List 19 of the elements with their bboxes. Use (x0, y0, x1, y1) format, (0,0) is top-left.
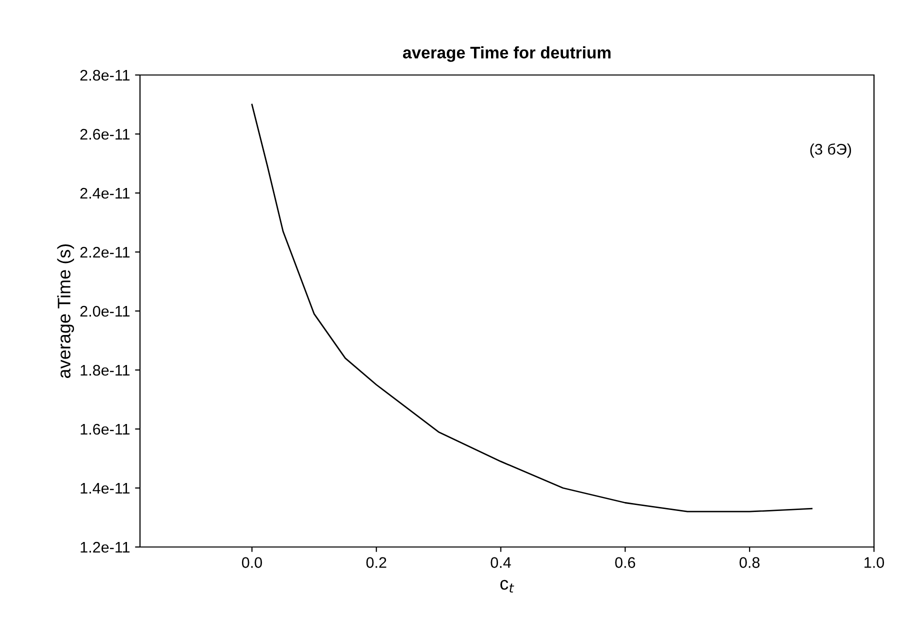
y-axis-title: average Time (s) (57, 244, 74, 378)
y-tick-label: 1.4e-11 (80, 483, 130, 494)
y-tick-label: 1.2e-11 (80, 542, 130, 553)
y-tick-label: 2.6e-11 (80, 128, 130, 140)
annotation: (3 бЭ) (810, 143, 852, 158)
y-tick-label: 1.6e-11 (80, 424, 130, 435)
x-tick-label: 0.2 (366, 557, 386, 568)
chart-title: average Time for deutrium (402, 46, 610, 62)
x-tick-label: 0.6 (615, 557, 636, 568)
x-tick-label: 1.0 (864, 557, 884, 568)
x-tick-label: 0.4 (490, 557, 511, 568)
x-tick-label: 0.8 (740, 557, 760, 568)
y-tick-label: 2.2e-11 (80, 246, 130, 258)
y-tick-label: 2.4e-11 (80, 188, 130, 199)
x-axis-title: c$_{t}$ (500, 580, 514, 593)
y-tick-label: 2.0e-11 (80, 306, 130, 317)
y-tick-label: 2.8e-11 (80, 70, 130, 81)
y-tick-label: 1.8e-11 (80, 364, 130, 376)
x-tick-label: 0.0 (242, 557, 262, 568)
